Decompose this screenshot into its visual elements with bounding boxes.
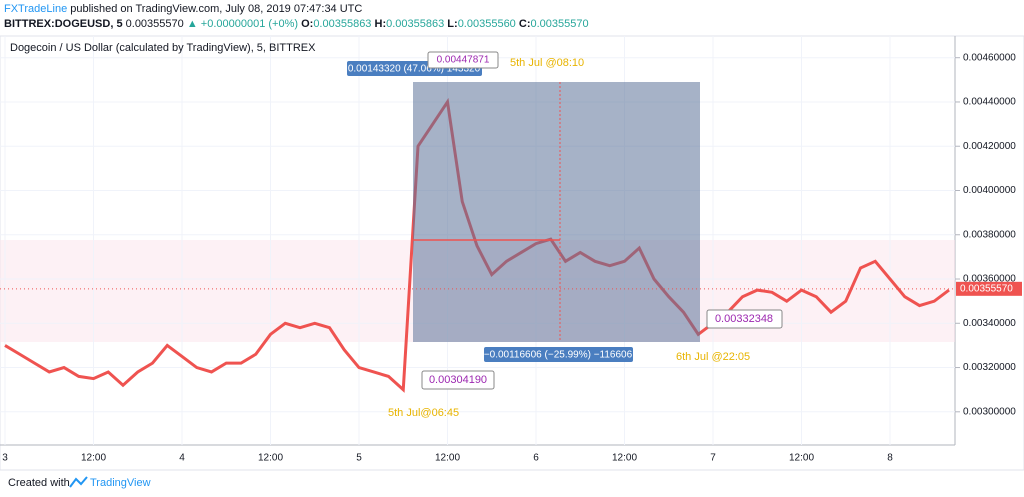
x-tick-label: 12:00 [81,453,106,464]
start-price: 0.00304190 [429,374,487,386]
logo [69,476,88,488]
x-tick-label: 4 [179,453,185,464]
x-tick-label: 12:00 [435,453,460,464]
low-price-box [706,309,783,329]
x-tick-label: 5 [356,453,362,464]
low: 0.00355560 [458,18,516,30]
y-tick-label: 0.00300000 [963,406,1016,417]
start-time: 5th Jul@06:45 [388,407,459,419]
low-price: 0.00332348 [715,313,773,325]
footer-text: Created with [8,477,70,489]
y-tick-label: 0.00440000 [963,97,1016,108]
open: 0.00355863 [313,18,371,30]
h-label: H: [375,18,387,30]
author: FXTradeLine [4,3,67,15]
last-price-label: 0.00355570 [960,283,1013,294]
l-label: L: [447,18,457,30]
price: 0.00355570 [126,18,184,30]
start-price-box [421,370,495,390]
y-tick-label: 0.00420000 [963,141,1016,152]
header: FXTradeLine published on TradingView.com… [4,3,362,15]
x-tick-label: 12:00 [789,453,814,464]
y-tick-label: 0.00340000 [963,318,1016,329]
high-price-box [427,51,499,69]
o-label: O: [301,18,313,30]
x-tick-label: 3 [2,453,8,464]
x-tick-label: 12:00 [258,453,283,464]
x-tick-label: 7 [710,453,716,464]
chart-title: Dogecoin / US Dollar (calculated by Trad… [10,42,316,54]
y-tick-label: 0.00380000 [963,229,1016,240]
measure-box [413,82,700,342]
x-tick-label: 12:00 [612,453,637,464]
ticker: BITTREX:DOGEUSD, 5 0.00355570 ▲ +0.00000… [4,18,589,30]
last-price-box [956,281,1022,296]
y-tick-label: 0.00400000 [963,185,1016,196]
footer-brand: TradingView [90,477,151,489]
high-price: 0.00447871 [437,55,490,66]
low-time: 6th Jul @22:05 [676,351,750,363]
high: 0.00355863 [386,18,444,30]
x-tick-label: 6 [533,453,539,464]
close: 0.00355570 [530,18,588,30]
y-tick-label: 0.00460000 [963,52,1016,63]
symbol: BITTREX:DOGEUSD, 5 [4,18,123,30]
high-time: 5th Jul @08:10 [510,57,584,69]
measure-down-box [484,347,633,362]
measure-down: −0.00116606 (−25.99%) −116606 [484,350,633,361]
x-tick-label: 8 [887,453,893,464]
y-tick-label: 0.00320000 [963,362,1016,373]
y-tick-label: 0.00360000 [963,274,1016,285]
c-label: C: [519,18,531,30]
change: ▲ +0.00000001 (+0%) [187,18,298,30]
measure-up: 0.00143320 (47.06%) 143320 [348,64,481,75]
published: published on TradingView.com, July 08, 2… [70,3,362,15]
